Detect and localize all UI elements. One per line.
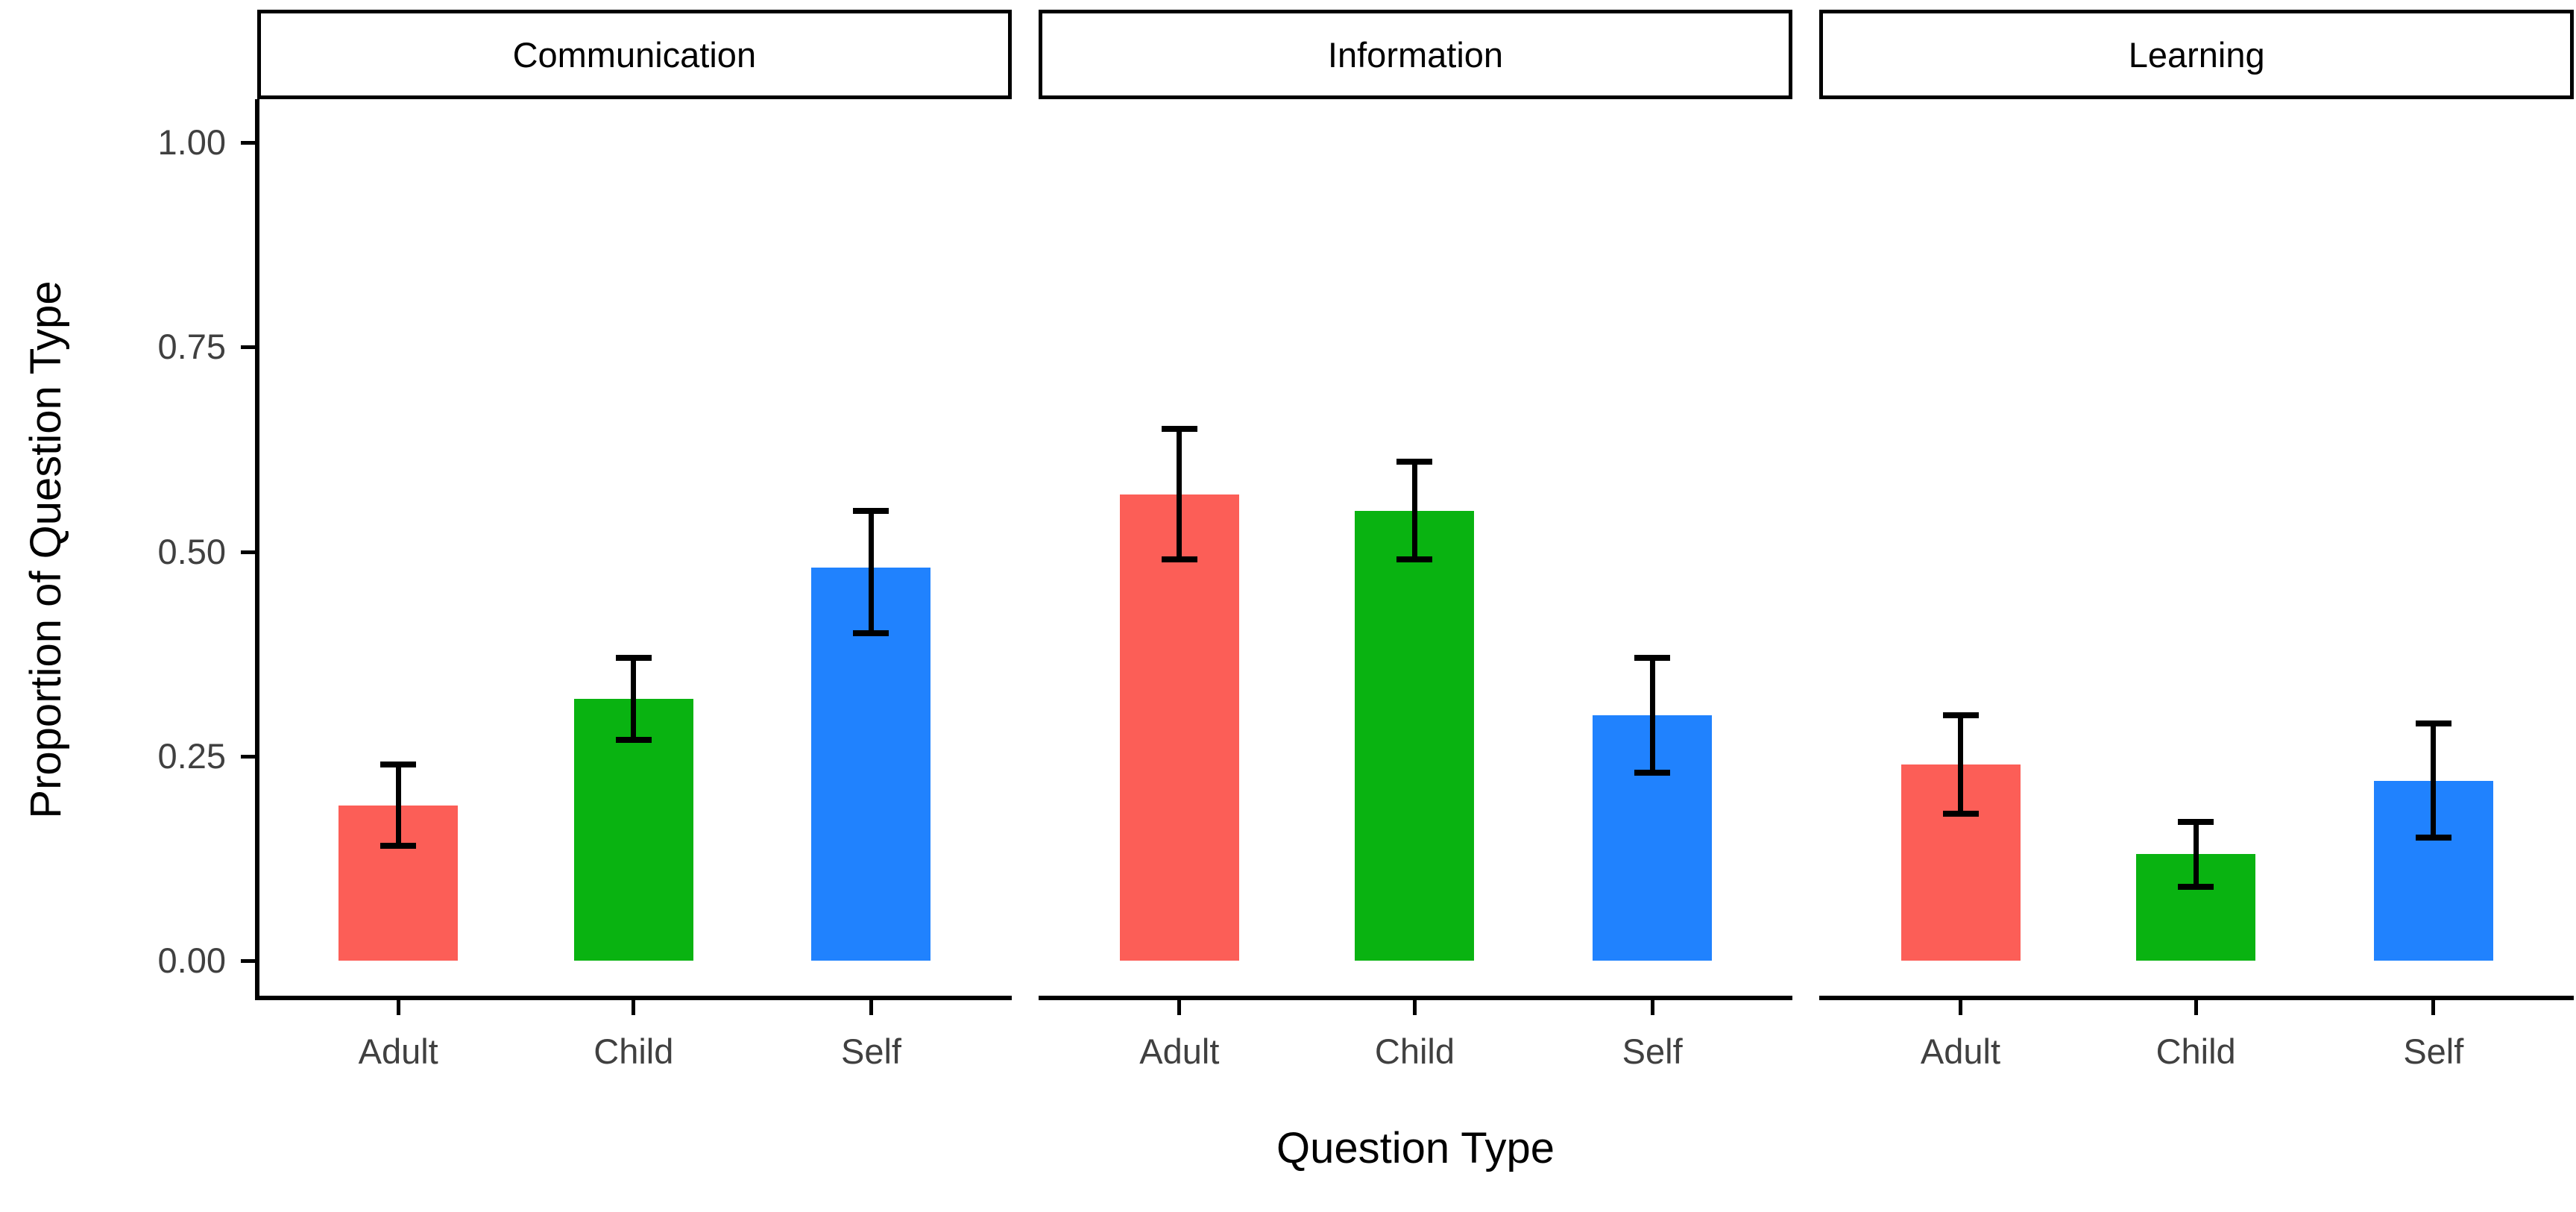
x-axis-tick	[1959, 1000, 1962, 1015]
error-bar-whisker	[395, 764, 401, 847]
x-axis-tick	[1650, 1000, 1654, 1015]
x-axis-tick-label: Self	[2403, 1032, 2464, 1071]
error-bar-cap-top	[1396, 458, 1433, 465]
x-axis-tick	[2431, 1000, 2436, 1015]
x-axis-tick-label: Self	[840, 1032, 901, 1071]
y-axis-tick-label: 0.75	[157, 327, 226, 367]
error-bar-cap-top	[1942, 712, 1979, 718]
error-bar-whisker	[1958, 715, 1963, 814]
y-axis-tick-label: 1.00	[157, 122, 226, 162]
y-axis-tick	[241, 550, 257, 554]
error-bar-cap-top	[853, 507, 889, 514]
facet-header-label: Information	[1327, 34, 1504, 75]
y-axis-tick-label: 0.25	[157, 735, 226, 776]
x-axis-tick-label: Adult	[1139, 1032, 1220, 1071]
error-bar-whisker	[631, 658, 637, 740]
y-axis-tick	[241, 141, 257, 145]
x-axis-tick	[2194, 1000, 2198, 1015]
x-axis-tick	[632, 1000, 636, 1015]
x-axis-tick	[1412, 1000, 1417, 1015]
error-bar-cap-top	[380, 761, 417, 767]
y-axis-tick-label: 0.00	[157, 941, 226, 980]
x-axis-tick	[869, 1000, 873, 1015]
error-bar-cap-bottom	[1942, 810, 1979, 817]
facet-panel: Adult Child Self	[255, 99, 1012, 1071]
error-bar-cap-bottom	[1161, 556, 1197, 563]
facet-header: Information	[1038, 10, 1793, 99]
y-axis-tick	[241, 959, 257, 963]
x-axis-tick	[396, 1000, 400, 1015]
facet-header-label: Learning	[2128, 34, 2265, 75]
error-bar-cap-bottom	[853, 630, 889, 637]
x-axis-tick-label: Child	[593, 1032, 674, 1071]
error-bar-whisker	[1649, 658, 1655, 773]
facet-header: Communication	[257, 10, 1012, 99]
y-axis-tick	[241, 754, 257, 759]
error-bar-whisker	[2431, 723, 2437, 838]
x-axis-line	[1819, 996, 2574, 1000]
error-bar-cap-top	[1161, 425, 1197, 432]
x-axis-title: Question Type	[1276, 1124, 1555, 1172]
error-bar-whisker	[1177, 428, 1182, 560]
error-bar-cap-top	[2415, 720, 2451, 726]
x-axis-tick-label: Adult	[358, 1032, 438, 1071]
x-axis-tick-label: Adult	[1920, 1032, 2001, 1071]
error-bar-whisker	[1411, 461, 1417, 560]
x-axis-line	[257, 996, 1012, 1000]
x-axis-tick-label: Child	[2155, 1032, 2236, 1071]
x-axis-tick-label: Child	[1374, 1032, 1455, 1071]
y-axis-line	[255, 99, 259, 1000]
facet-panel: Adult Child Self	[1038, 99, 1793, 1071]
facet-header-label: Communication	[512, 34, 757, 75]
error-bar-cap-top	[1634, 655, 1671, 662]
x-axis-tick-label: Self	[1622, 1032, 1683, 1071]
error-bar-cap-top	[2178, 818, 2214, 825]
x-axis-tick	[1177, 1000, 1182, 1015]
error-bar-cap-bottom	[2415, 835, 2451, 841]
facet-header: Learning	[1819, 10, 2574, 99]
error-bar-cap-bottom	[2178, 884, 2214, 891]
bar	[1119, 494, 1239, 961]
bar	[1355, 510, 1475, 961]
error-bar-cap-bottom	[1634, 769, 1671, 776]
facet-panel: Adult Child Self	[1819, 99, 2574, 1071]
error-bar-whisker	[868, 510, 874, 634]
y-axis-tick	[241, 345, 257, 350]
error-bar-cap-bottom	[380, 843, 417, 850]
y-axis-title: Proportion of Question Type	[22, 280, 70, 819]
y-axis-tick-label: 0.50	[157, 531, 226, 571]
error-bar-cap-bottom	[1396, 556, 1433, 563]
error-bar-cap-top	[615, 655, 652, 662]
error-bar-whisker	[2193, 821, 2199, 888]
error-bar-cap-bottom	[615, 736, 652, 743]
x-axis-line	[1038, 996, 1793, 1000]
